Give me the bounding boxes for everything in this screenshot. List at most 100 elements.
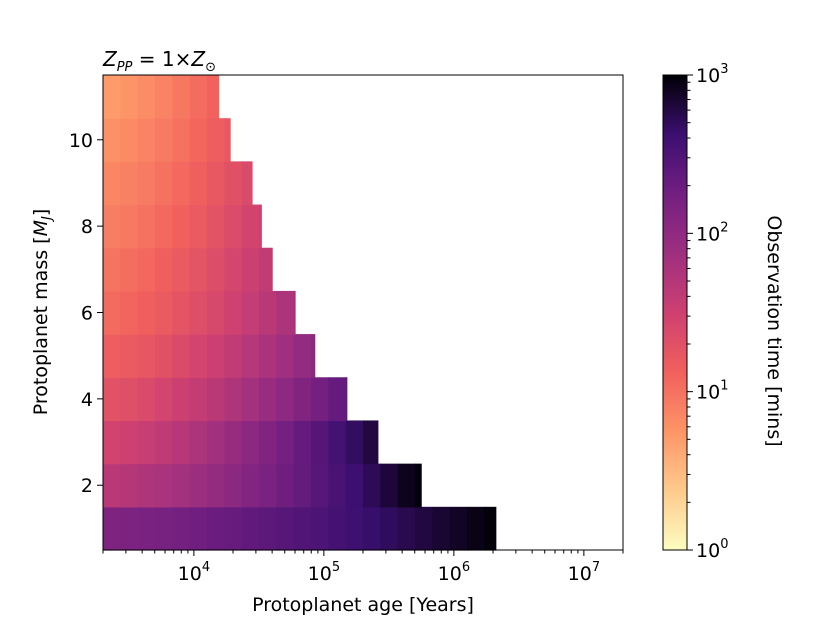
heatmap-cell bbox=[259, 463, 277, 508]
heatmap-cell bbox=[155, 118, 173, 162]
heatmap-cell bbox=[241, 506, 260, 551]
heatmap-cell bbox=[155, 420, 173, 465]
heatmap-cell bbox=[241, 420, 260, 465]
heatmap-cell bbox=[172, 247, 191, 292]
heatmap-cell bbox=[120, 118, 139, 162]
heatmap-cell bbox=[172, 161, 191, 206]
colorbar-tick-label: 101 bbox=[696, 379, 728, 404]
heatmap-cell bbox=[103, 75, 121, 119]
heatmap-cell bbox=[172, 290, 191, 335]
heatmap-cell bbox=[345, 377, 348, 422]
heatmap-cell bbox=[380, 463, 399, 508]
heatmap-cell bbox=[449, 506, 468, 551]
heatmap-cell bbox=[276, 420, 295, 465]
heatmap-cell bbox=[137, 247, 156, 292]
heatmap-cell bbox=[189, 290, 208, 335]
heatmap-cell bbox=[120, 161, 139, 206]
heatmap-cell bbox=[103, 420, 121, 465]
heatmap-cell bbox=[293, 506, 312, 551]
heatmap-cell bbox=[103, 247, 121, 292]
heatmap-cell bbox=[137, 290, 156, 335]
heatmap-cell bbox=[241, 247, 260, 292]
heatmap-cell bbox=[311, 463, 329, 508]
heatmap-cell bbox=[103, 118, 121, 162]
heatmap-cell bbox=[207, 75, 220, 119]
heatmap-cell bbox=[137, 161, 156, 206]
heatmap-cell bbox=[328, 506, 347, 551]
heatmap-cell bbox=[207, 204, 225, 249]
heatmap-cell bbox=[397, 463, 416, 508]
heatmap-cell bbox=[207, 420, 225, 465]
heatmap-cell bbox=[259, 506, 277, 551]
heatmap-cell bbox=[103, 161, 121, 206]
heatmap-cell bbox=[189, 204, 208, 249]
heatmap-cell bbox=[120, 506, 139, 551]
heatmap-cell bbox=[137, 204, 156, 249]
heatmap-cell bbox=[293, 463, 312, 508]
heatmap-cell bbox=[415, 463, 422, 508]
heatmap-cell bbox=[363, 463, 381, 508]
heatmap-cell bbox=[207, 247, 225, 292]
heatmap-cells bbox=[103, 75, 497, 551]
heatmap-cell bbox=[259, 247, 273, 292]
heatmap-cell bbox=[224, 506, 243, 551]
colorbar-tick-label: 100 bbox=[696, 537, 728, 562]
y-tick-label: 4 bbox=[81, 389, 93, 411]
heatmap-cell bbox=[293, 334, 312, 378]
x-tick-label: 107 bbox=[568, 560, 600, 585]
heatmap-cell bbox=[259, 204, 262, 249]
heatmap-cell bbox=[155, 377, 173, 422]
heatmap-cell bbox=[345, 420, 364, 465]
y-axis-label: Protoplanet mass [MJ] bbox=[30, 209, 55, 416]
heatmap-cell bbox=[103, 334, 121, 378]
chart-title: ZPP = 1×Z⊙ bbox=[102, 47, 216, 75]
heatmap-cell bbox=[380, 506, 399, 551]
heatmap-cell bbox=[189, 161, 208, 206]
heatmap-cell bbox=[120, 247, 139, 292]
heatmap-cell bbox=[103, 204, 121, 249]
heatmap-cell bbox=[155, 75, 173, 119]
heatmap-cell bbox=[172, 118, 191, 162]
heatmap-cell bbox=[155, 290, 173, 335]
heatmap-cell bbox=[363, 420, 379, 465]
heatmap-cell bbox=[207, 506, 225, 551]
colorbar-label: Observation time [mins] bbox=[763, 215, 785, 446]
heatmap-cell bbox=[137, 420, 156, 465]
heatmap-cell bbox=[363, 506, 381, 551]
heatmap-cell bbox=[172, 506, 191, 551]
colorbar bbox=[662, 74, 688, 551]
heatmap-cell bbox=[241, 463, 260, 508]
colorbar-tick-label: 103 bbox=[696, 62, 728, 87]
heatmap-cell bbox=[189, 118, 208, 162]
heatmap-cell bbox=[276, 334, 295, 378]
heatmap-cell bbox=[241, 161, 253, 206]
heatmap-cell bbox=[189, 463, 208, 508]
heatmap-cell bbox=[467, 506, 485, 551]
heatmap-cell bbox=[189, 377, 208, 422]
heatmap-cell bbox=[172, 204, 191, 249]
heatmap-cell bbox=[311, 506, 329, 551]
colorbar-tick-label: 102 bbox=[696, 220, 728, 245]
heatmap-cell bbox=[241, 290, 260, 335]
heatmap-cell bbox=[397, 506, 416, 551]
heatmap-cell bbox=[155, 463, 173, 508]
heatmap-cell bbox=[172, 334, 191, 378]
heatmap-cell bbox=[224, 420, 243, 465]
heatmap-cell bbox=[137, 75, 156, 119]
heatmap-cell bbox=[207, 161, 225, 206]
heatmap-cell bbox=[293, 290, 296, 335]
heatmap-cell bbox=[172, 75, 191, 119]
heatmap-cell bbox=[293, 377, 312, 422]
y-tick-label: 2 bbox=[81, 475, 93, 497]
heatmap-cell bbox=[276, 290, 295, 335]
heatmap-cell bbox=[155, 247, 173, 292]
heatmap-cell bbox=[241, 334, 260, 378]
heatmap-cell bbox=[276, 506, 295, 551]
heatmap-cell bbox=[172, 420, 191, 465]
heatmap-cell bbox=[276, 377, 295, 422]
heatmap-cell bbox=[224, 118, 231, 162]
heatmap-cell bbox=[224, 377, 243, 422]
heatmap-cell bbox=[293, 420, 312, 465]
y-tick-label: 10 bbox=[69, 130, 93, 152]
